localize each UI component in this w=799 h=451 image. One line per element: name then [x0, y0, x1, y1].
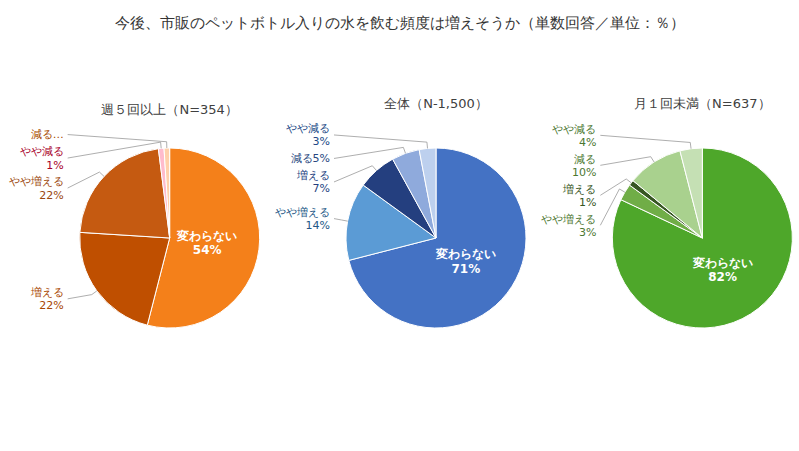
pie-group: 変わらない71% やや増える14% 増える7% 減る5% やや減る3% 全体（N-1,50… — [275, 96, 526, 328]
inner-label: 変わらない54% — [176, 229, 237, 257]
leader-line — [600, 135, 691, 148]
label-line: 減る… — [31, 128, 64, 141]
leader-line — [334, 147, 406, 158]
label-line: 4% — [579, 136, 596, 149]
leader-line — [68, 172, 104, 188]
leader-line — [68, 142, 162, 158]
label-line: 減る — [574, 153, 596, 166]
slices — [80, 148, 260, 328]
leader-line — [600, 189, 625, 225]
leader-line — [600, 157, 654, 166]
label-line: やや減る — [20, 145, 64, 158]
leader-line — [334, 166, 376, 182]
label-line: 変わらない — [176, 229, 237, 243]
slices — [612, 148, 792, 328]
outer-label: 減る5% — [291, 152, 330, 165]
outer-label: やや増える3% — [541, 213, 596, 239]
leader-line — [68, 291, 97, 299]
panel-title: 週５回以上（N=354） — [101, 102, 237, 117]
outer-label: 減る… — [31, 128, 64, 141]
outer-label: 減る10% — [572, 153, 596, 179]
label-line: 22% — [39, 189, 63, 202]
label-line: やや増える — [275, 206, 330, 219]
chart-title: 今後、市販のペットボトル入りの水を飲む頻度は増えそうか（単数回答／単位：％） — [115, 14, 685, 32]
inner-label: 変わらない71% — [435, 247, 496, 275]
pie-slice — [164, 148, 170, 238]
label-line: 増える — [562, 183, 596, 196]
pie-slice — [80, 232, 170, 325]
label-line: やや減る — [552, 123, 596, 136]
pie-slice — [158, 148, 169, 238]
label-line: 変わらない — [692, 256, 753, 270]
label-line: 1% — [46, 159, 63, 172]
label-line: 14% — [306, 219, 330, 232]
slices — [346, 148, 526, 328]
label-line: 増える — [296, 169, 330, 182]
panel-title: 全体（N-1,500） — [384, 96, 488, 111]
pie-slice — [612, 148, 792, 328]
label-line: 3% — [313, 135, 330, 148]
label-line: 54% — [193, 243, 222, 257]
label-line: やや減る — [286, 122, 330, 135]
outer-label: やや減る3% — [286, 122, 330, 148]
outer-label: やや増える22% — [9, 175, 64, 201]
label-line: 3% — [579, 226, 596, 239]
outer-label: やや増える14% — [275, 206, 330, 232]
label-line: 1% — [579, 196, 596, 209]
label-line: 7% — [313, 182, 330, 195]
pie-group: 変わらない54%増える22%やや増える22%やや減る1%減る…週５回以上（N=3… — [9, 102, 260, 328]
outer-label: 増える1% — [562, 183, 596, 209]
outer-label: やや減る1% — [20, 145, 64, 171]
chart-root: 今後、市販のペットボトル入りの水を飲む頻度は増えそうか（単数回答／単位：％） 変わ… — [0, 0, 799, 451]
pie-slice — [80, 149, 170, 238]
outer-label: 増える22% — [30, 286, 64, 312]
inner-label: 変わらない82% — [692, 256, 753, 284]
leader-line — [600, 179, 631, 195]
label-line: 82% — [708, 270, 737, 284]
panel-title: 月１回未満（N=637） — [634, 96, 770, 111]
outer-label: やや減る4% — [552, 123, 596, 149]
label-line: 22% — [39, 299, 63, 312]
leader-line — [334, 135, 428, 148]
label-line: 増える — [30, 286, 64, 299]
outer-label: 増える7% — [296, 169, 330, 195]
label-line: 71% — [452, 262, 481, 276]
label-line: 変わらない — [435, 247, 496, 261]
pie-slice — [680, 148, 702, 238]
leader-line — [334, 219, 348, 222]
label-line: 減る5% — [291, 152, 330, 165]
label-line: やや増える — [9, 175, 64, 188]
pie-slice — [419, 148, 436, 238]
leader-line — [68, 135, 167, 148]
label-line: やや増える — [541, 213, 596, 226]
label-line: 10% — [572, 166, 596, 179]
pie-group: 変わらない82% やや増える3% 増える1% 減る10% やや減る4% 月１回未満（N=6… — [541, 96, 792, 328]
